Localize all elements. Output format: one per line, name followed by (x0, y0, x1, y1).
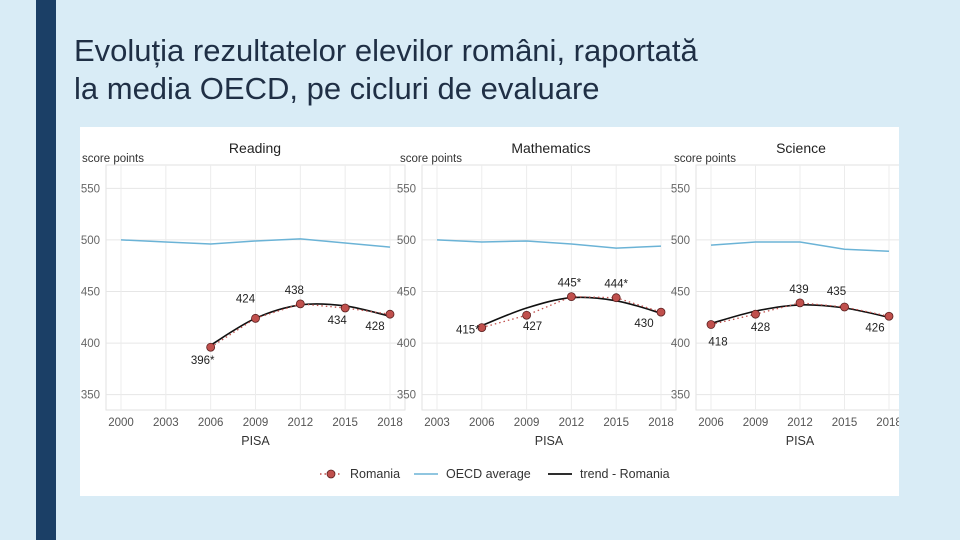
panel-1-romania-point (251, 313, 260, 323)
legend-romania-label: Romania (350, 467, 400, 481)
panel-2-ytick-label: 350 (397, 390, 416, 402)
panel-1-xtick-label: 2012 (288, 417, 314, 429)
panel-3-ytick-label: 550 (671, 183, 690, 195)
panel-2-romania-point (611, 293, 621, 303)
legend-trend-label: trend - Romania (580, 467, 670, 481)
panel-3-title: Science (776, 140, 826, 156)
panel-1-xtick-label: 2018 (377, 417, 403, 429)
panel-2-data-label: 430 (634, 318, 653, 330)
chart-legend: Romania OECD average trend - Romania (320, 467, 670, 481)
panel-3-xlabel: PISA (786, 434, 815, 448)
panel-2-ytick-label: 500 (397, 235, 416, 247)
panel-1-xtick-label: 2015 (332, 417, 358, 429)
panel-2-romania-point (566, 292, 576, 302)
accent-bar (36, 0, 56, 540)
panel-3-romania-point (795, 298, 805, 308)
panel-2-romania-point (477, 323, 487, 333)
legend-oecd-label: OECD average (446, 467, 531, 481)
panel-1-romania-point (206, 342, 216, 352)
panel-2-data-label: 444* (604, 279, 628, 291)
panel-3-ytick-label: 450 (671, 287, 690, 299)
panel-3-romania-point (751, 309, 760, 319)
panel-2-romania-point (656, 307, 666, 317)
panel-3-xtick-label: 2015 (832, 417, 858, 429)
panel-1-ytick-label: 400 (81, 338, 100, 350)
panel-1-ytick-label: 550 (81, 183, 100, 195)
panel-3-data-label: 418 (708, 337, 727, 349)
panel-1-title: Reading (229, 140, 281, 156)
panel-2-xlabel: PISA (535, 434, 564, 448)
panel-1-ytick-label: 500 (81, 235, 100, 247)
panel-1-xtick-label: 2003 (153, 417, 179, 429)
panel-2-xtick-label: 2018 (648, 417, 674, 429)
panel-2-ytick-label: 550 (397, 183, 416, 195)
panel-2-xtick-label: 2012 (559, 417, 585, 429)
panel-1-ytick-label: 450 (81, 287, 100, 299)
panel-3-data-label: 426 (865, 322, 884, 334)
panel-2-ytick-label: 400 (397, 338, 416, 350)
panel-2-title: Mathematics (511, 140, 590, 156)
panel-1-data-label: 438 (285, 285, 304, 297)
pisa-charts-svg: 350 400 450 500 550 2000 2003 2006 2009 2012 2015 2… (81, 140, 899, 481)
panel-3-data-label: 428 (751, 322, 770, 334)
panel-2-xtick-label: 2006 (469, 417, 495, 429)
panel-3-xtick-label: 2006 (698, 417, 724, 429)
panel-3-romania-point (840, 302, 849, 312)
panel-1-data-label: 396* (191, 355, 215, 367)
panel-1-ytick-label: 350 (81, 390, 100, 402)
panel-2-romania-point (522, 310, 532, 320)
panel-3-romania-point (706, 320, 716, 329)
panel-3-ytick-label: 400 (671, 338, 690, 350)
slide-title: Evoluția rezultatelor elevilor români, r… (74, 32, 934, 108)
panel-2-oecd-line (436, 239, 662, 249)
chart-card: 350 400 450 500 550 2000 2003 2006 2009 2012 2015 2… (80, 127, 899, 496)
panel-2-data-label: 427 (523, 321, 542, 333)
panel-1-oecd-line (120, 238, 391, 248)
panel-3-xtick-label: 2009 (743, 417, 769, 429)
panel-1-ylabel: score points (82, 153, 144, 165)
panel-1-romania-point (295, 299, 305, 309)
panel-1-data-label: 434 (328, 315, 348, 327)
panel-2-xtick-label: 2003 (424, 417, 450, 429)
slide-title-line-2: la media OECD, pe cicluri de evaluare (74, 71, 600, 106)
panel-1-romania-point (385, 309, 395, 319)
slide-title-line-1: Evoluția rezultatelor elevilor români, r… (74, 33, 698, 68)
panel-3-data-label: 439 (789, 284, 808, 296)
panel-2-ylabel: score points (400, 153, 462, 165)
panel-3-xtick-label: 2012 (787, 417, 813, 429)
panel-1-data-label: 424 (236, 293, 256, 305)
panel-3-ylabel: score points (674, 153, 736, 165)
panel-2-xtick-label: 2009 (514, 417, 540, 429)
panel-2-ytick-label: 450 (397, 287, 416, 299)
panel-1-xtick-label: 2006 (198, 417, 224, 429)
panel-3-romania-point (884, 311, 894, 321)
panel-3-ytick-label: 350 (671, 390, 690, 402)
panel-1-xtick-label: 2000 (108, 417, 134, 429)
panel-1-xlabel: PISA (241, 434, 270, 448)
panel-3-ytick-label: 500 (671, 235, 690, 247)
panel-2-data-label: 415* (456, 325, 480, 337)
panel-1-data-label: 428 (365, 321, 384, 333)
panel-2-data-label: 445* (558, 278, 582, 290)
panel-2-plot-area (421, 164, 677, 411)
panel-1-romania-point (340, 303, 350, 313)
panel-2-xtick-label: 2015 (603, 417, 629, 429)
panel-3-data-label: 435 (827, 286, 846, 298)
legend-romania-marker (326, 469, 336, 479)
panel-1-xtick-label: 2009 (243, 417, 269, 429)
panel-3-xtick-label: 2018 (876, 417, 899, 429)
panel-3-oecd-line (710, 241, 890, 253)
